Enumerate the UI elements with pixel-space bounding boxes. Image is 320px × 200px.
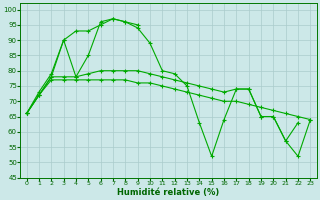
X-axis label: Humidité relative (%): Humidité relative (%) [117, 188, 220, 197]
